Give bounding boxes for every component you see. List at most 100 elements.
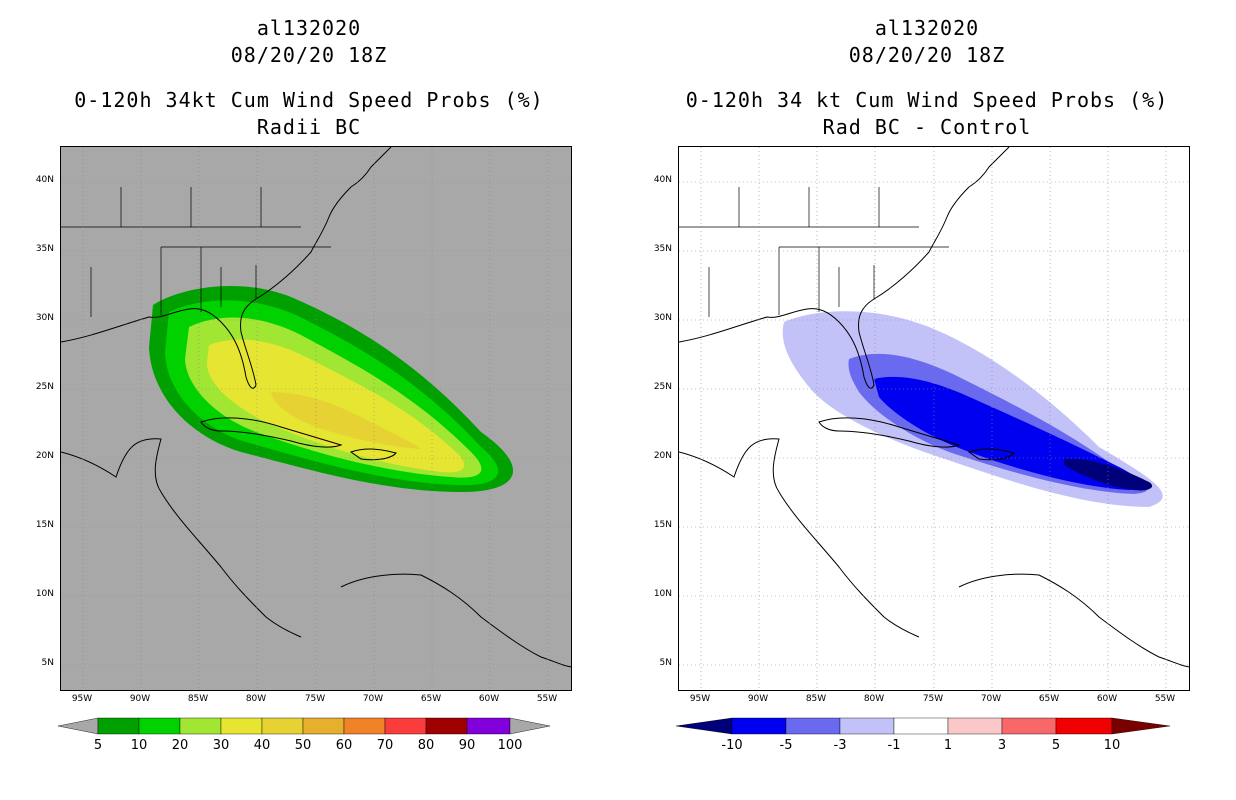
cuba xyxy=(200,417,343,448)
mexico-central-america xyxy=(61,438,302,638)
plot-subtitle: Rad BC - Control xyxy=(822,115,1032,139)
lon-label: 60W xyxy=(478,694,500,704)
datetime: 08/20/20 18Z xyxy=(230,43,388,67)
lon-label: 60W xyxy=(1096,694,1118,704)
colorbar-swatch xyxy=(179,717,222,735)
lat-label: 30N xyxy=(653,313,672,323)
lon-label: 80W xyxy=(245,694,267,704)
lat-label: 15N xyxy=(653,520,672,530)
lat-label: 40N xyxy=(35,175,54,185)
colorbar-swatch xyxy=(893,717,949,735)
lat-label: 35N xyxy=(653,244,672,254)
colorbar-label: 90 xyxy=(458,738,476,753)
colorbar-swatch xyxy=(261,717,304,735)
mexico-central-america xyxy=(679,438,920,638)
state-lines xyxy=(61,187,331,317)
lat-label: 30N xyxy=(35,313,54,323)
lon-label: 55W xyxy=(536,694,558,704)
coastlines xyxy=(61,147,571,668)
colorbar-label: 70 xyxy=(376,738,394,753)
lat-label: 10N xyxy=(653,589,672,599)
lat-label: 40N xyxy=(653,175,672,185)
colorbar-label: 5 xyxy=(1051,738,1061,753)
colorbar-label: 60 xyxy=(335,738,353,753)
coastlines xyxy=(679,147,1189,668)
us-coastline xyxy=(679,147,1010,389)
difference-map xyxy=(678,146,1190,691)
colorbar-swatch xyxy=(343,717,386,735)
left-panel: al132020 08/20/20 18Z 0-120h 34kt Cum Wi… xyxy=(35,16,572,753)
lon-label: 85W xyxy=(187,694,209,704)
state-lines xyxy=(679,187,949,317)
colorbar-swatch xyxy=(947,717,1003,735)
plot-title: 0-120h 34kt Cum Wind Speed Probs (%) xyxy=(74,88,544,112)
us-coastline xyxy=(61,147,392,389)
colorbar-swatch xyxy=(731,717,787,735)
colorbar-label: 50 xyxy=(294,738,312,753)
lat-label: 25N xyxy=(35,382,54,392)
colorbar-swatch xyxy=(57,717,99,735)
colorbar-swatch xyxy=(1111,717,1171,735)
lat-label: 25N xyxy=(653,382,672,392)
lon-label: 75W xyxy=(304,694,326,704)
grid-lines xyxy=(679,147,1189,690)
prob-contour-40 xyxy=(271,392,421,449)
lon-label: 75W xyxy=(922,694,944,704)
colorbar-swatch xyxy=(220,717,263,735)
lon-label: 95W xyxy=(71,694,93,704)
colorbar-label: 1 xyxy=(943,738,953,753)
lon-label: 70W xyxy=(362,694,384,704)
lat-label: 20N xyxy=(35,451,54,461)
colorbar-swatch xyxy=(1001,717,1057,735)
lat-label: 5N xyxy=(41,658,54,668)
lon-label: 65W xyxy=(420,694,442,704)
colorbar-label: -5 xyxy=(779,738,793,753)
lat-label: 15N xyxy=(35,520,54,530)
hispaniola xyxy=(349,448,397,461)
colorbar-swatch xyxy=(425,717,468,735)
map-canvas xyxy=(679,147,1189,690)
lon-label: 80W xyxy=(863,694,885,704)
probability-contours xyxy=(149,285,514,492)
lon-label: 65W xyxy=(1038,694,1060,704)
colorbar-label: 10 xyxy=(1103,738,1121,753)
south-america xyxy=(340,573,571,668)
storm-id: al132020 xyxy=(874,16,980,40)
lat-label: 10N xyxy=(35,589,54,599)
plot-subtitle: Radii BC xyxy=(256,115,362,139)
lat-label: 35N xyxy=(35,244,54,254)
plot-title: 0-120h 34 kt Cum Wind Speed Probs (%) xyxy=(685,88,1169,112)
grid-lines xyxy=(61,147,571,690)
lon-label: 90W xyxy=(129,694,151,704)
map-canvas xyxy=(61,147,571,690)
datetime: 08/20/20 18Z xyxy=(848,43,1006,67)
colorbar-swatch xyxy=(1055,717,1113,735)
diff-contour-minus10 xyxy=(1064,458,1153,491)
colorbar-swatch xyxy=(384,717,427,735)
colorbar-swatch xyxy=(466,717,511,735)
lon-label: 55W xyxy=(1154,694,1176,704)
colorbar-swatch xyxy=(675,717,733,735)
colorbar-label: 100 xyxy=(497,738,523,753)
hispaniola xyxy=(967,448,1015,461)
colorbar-swatch xyxy=(839,717,895,735)
probability-map xyxy=(60,146,572,691)
colorbar xyxy=(57,717,551,735)
lon-label: 90W xyxy=(747,694,769,704)
colorbar-label: -1 xyxy=(887,738,901,753)
colorbar-swatch xyxy=(509,717,551,735)
cuba xyxy=(818,417,961,448)
lat-label: 20N xyxy=(653,451,672,461)
colorbar-swatch xyxy=(785,717,841,735)
colorbar-swatch xyxy=(302,717,345,735)
colorbar-label: -3 xyxy=(833,738,847,753)
colorbar-label: 80 xyxy=(417,738,435,753)
colorbar-label: 10 xyxy=(130,738,148,753)
lon-label: 95W xyxy=(689,694,711,704)
colorbar-label: 30 xyxy=(212,738,230,753)
colorbar xyxy=(675,717,1171,735)
colorbar-swatch xyxy=(97,717,140,735)
colorbar-label: 20 xyxy=(171,738,189,753)
storm-id: al132020 xyxy=(256,16,362,40)
colorbar-swatch xyxy=(138,717,181,735)
